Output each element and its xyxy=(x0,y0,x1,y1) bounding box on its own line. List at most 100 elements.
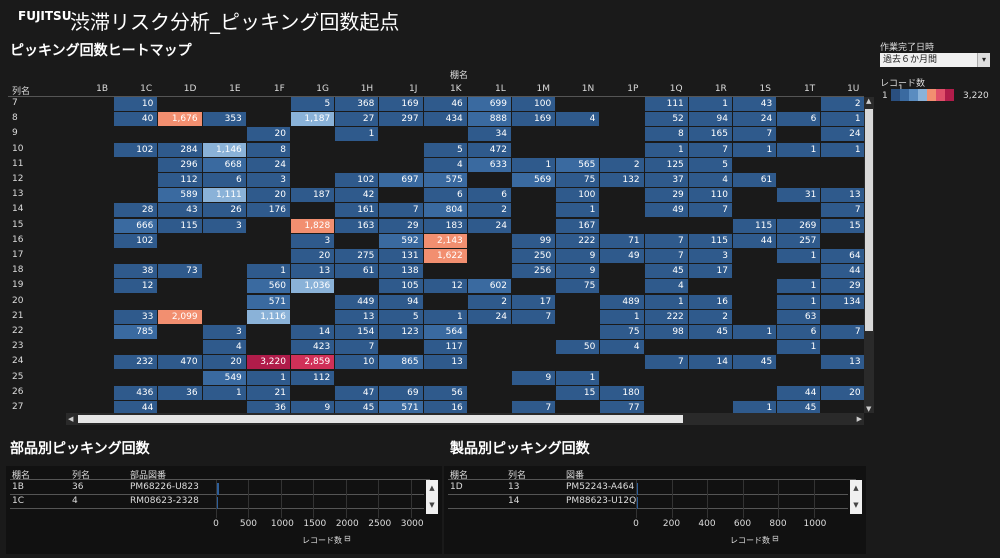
heatmap-cell[interactable]: 20 xyxy=(821,385,864,400)
heatmap-cell[interactable]: 123 xyxy=(379,325,423,339)
heatmap-cell[interactable]: 449 xyxy=(335,294,379,309)
heatmap-cell[interactable]: 1 xyxy=(733,401,777,413)
scroll-down-icon[interactable]: ▼ xyxy=(429,501,435,509)
heatmap-cell[interactable]: 169 xyxy=(379,97,423,111)
heatmap-cell[interactable]: 24 xyxy=(733,112,777,127)
heatmap-cell[interactable]: 1 xyxy=(777,142,821,157)
heatmap-cell[interactable]: 102 xyxy=(114,233,158,248)
column-header-1H[interactable]: 1H xyxy=(360,84,374,94)
heatmap-cell[interactable]: 61 xyxy=(733,173,777,187)
heatmap-cell[interactable]: 222 xyxy=(644,309,688,324)
heatmap-cell[interactable]: 1 xyxy=(821,112,864,127)
heatmap-cell[interactable]: 45 xyxy=(777,401,821,413)
heatmap-cell[interactable]: 222 xyxy=(556,233,600,248)
heatmap-cell[interactable]: 176 xyxy=(246,203,290,218)
column-header-1K[interactable]: 1K xyxy=(449,84,462,94)
heatmap-cell[interactable]: 46 xyxy=(423,97,467,111)
heatmap-cell[interactable]: 6 xyxy=(202,173,246,187)
heatmap-cell[interactable]: 10 xyxy=(114,97,158,111)
column-header-1J[interactable]: 1J xyxy=(409,84,418,94)
heatmap-cell[interactable]: 105 xyxy=(379,279,423,294)
heatmap-cell[interactable]: 549 xyxy=(202,370,246,385)
heatmap-cell[interactable]: 37 xyxy=(644,173,688,187)
heatmap-cell[interactable]: 1,622 xyxy=(423,249,467,263)
heatmap-cell[interactable]: 24 xyxy=(467,218,511,233)
heatmap-cell[interactable]: 666 xyxy=(114,218,158,233)
heatmap-cell[interactable]: 353 xyxy=(202,112,246,127)
heatmap-vertical-scrollbar[interactable]: ▲ ▼ xyxy=(864,97,874,413)
heatmap-cell[interactable]: 1,146 xyxy=(202,142,246,157)
bar-mark[interactable] xyxy=(636,497,638,509)
heatmap-cell[interactable]: 29 xyxy=(821,279,864,294)
heatmap-cell[interactable]: 7 xyxy=(821,203,864,218)
heatmap-cell[interactable]: 24 xyxy=(246,157,290,172)
column-header-1S[interactable]: 1S xyxy=(759,84,771,94)
heatmap-cell[interactable]: 28 xyxy=(114,203,158,218)
bar-mark[interactable] xyxy=(216,497,218,509)
heatmap-cell[interactable]: 699 xyxy=(467,97,511,111)
column-header-1U[interactable]: 1U xyxy=(847,84,860,94)
heatmap-cell[interactable]: 165 xyxy=(688,127,732,142)
heatmap-cell[interactable]: 45 xyxy=(688,325,732,339)
scroll-up-icon[interactable]: ▲ xyxy=(429,484,435,492)
heatmap-cell[interactable]: 5 xyxy=(688,157,732,172)
heatmap-cell[interactable]: 26 xyxy=(202,203,246,218)
heatmap-cell[interactable]: 7 xyxy=(821,325,864,339)
heatmap-cell[interactable]: 7 xyxy=(379,203,423,218)
sort-icon[interactable]: ⊟ xyxy=(772,534,779,543)
heatmap-cell[interactable]: 4 xyxy=(644,279,688,294)
heatmap-cell[interactable]: 1 xyxy=(777,279,821,294)
heatmap-cell[interactable]: 888 xyxy=(467,112,511,127)
heatmap-cell[interactable]: 9 xyxy=(291,401,335,413)
heatmap-cell[interactable]: 633 xyxy=(467,157,511,172)
heatmap-cell[interactable]: 785 xyxy=(114,325,158,339)
heatmap-cell[interactable]: 63 xyxy=(777,309,821,324)
heatmap-cell[interactable]: 6 xyxy=(777,112,821,127)
heatmap-cell[interactable]: 592 xyxy=(379,233,423,248)
parts-scrollbar[interactable]: ▲ ▼ xyxy=(426,480,438,514)
heatmap-cell[interactable]: 31 xyxy=(777,188,821,203)
heatmap-cell[interactable]: 45 xyxy=(644,264,688,279)
heatmap-cell[interactable]: 27 xyxy=(335,112,379,127)
products-scrollbar[interactable]: ▲ ▼ xyxy=(850,480,862,514)
heatmap-cell[interactable]: 865 xyxy=(379,355,423,370)
heatmap-cell[interactable]: 21 xyxy=(246,385,290,400)
heatmap-cell[interactable]: 13 xyxy=(821,188,864,203)
heatmap-cell[interactable]: 154 xyxy=(335,325,379,339)
heatmap-cell[interactable]: 4 xyxy=(202,340,246,355)
heatmap-cell[interactable]: 804 xyxy=(423,203,467,218)
heatmap-cell[interactable]: 1,116 xyxy=(246,309,290,324)
heatmap-cell[interactable]: 44 xyxy=(733,233,777,248)
heatmap-cell[interactable]: 6 xyxy=(777,325,821,339)
heatmap-cell[interactable]: 8 xyxy=(644,127,688,142)
heatmap-cell[interactable]: 3 xyxy=(202,218,246,233)
heatmap-cell[interactable]: 560 xyxy=(246,279,290,294)
heatmap-cell[interactable]: 20 xyxy=(246,188,290,203)
heatmap-cell[interactable]: 697 xyxy=(379,173,423,187)
heatmap-cell[interactable]: 1,036 xyxy=(291,279,335,294)
heatmap-cell[interactable]: 40 xyxy=(114,112,158,127)
heatmap-cell[interactable]: 2,859 xyxy=(291,355,335,370)
heatmap-cell[interactable]: 117 xyxy=(423,340,467,355)
column-header-1T[interactable]: 1T xyxy=(803,84,816,94)
heatmap-cell[interactable]: 1 xyxy=(423,309,467,324)
heatmap-cell[interactable]: 7 xyxy=(688,142,732,157)
heatmap-cell[interactable]: 45 xyxy=(335,401,379,413)
column-header-1Q[interactable]: 1Q xyxy=(669,84,683,94)
heatmap-cell[interactable]: 9 xyxy=(556,264,600,279)
heatmap-cell[interactable]: 69 xyxy=(379,385,423,400)
heatmap-cell[interactable]: 2 xyxy=(688,309,732,324)
heatmap-cell[interactable]: 436 xyxy=(114,385,158,400)
heatmap-cell[interactable]: 1 xyxy=(600,309,644,324)
heatmap-cell[interactable]: 7 xyxy=(335,340,379,355)
heatmap-cell[interactable]: 112 xyxy=(158,173,202,187)
bar-mark[interactable] xyxy=(636,483,638,495)
heatmap-cell[interactable]: 36 xyxy=(246,401,290,413)
heatmap-cell[interactable]: 1 xyxy=(512,157,556,172)
date-filter-select[interactable]: 過去６か月間 ▾ xyxy=(880,53,990,67)
heatmap-cell[interactable]: 232 xyxy=(114,355,158,370)
heatmap-cell[interactable]: 14 xyxy=(688,355,732,370)
heatmap-cell[interactable]: 275 xyxy=(335,249,379,263)
heatmap-cell[interactable]: 131 xyxy=(379,249,423,263)
heatmap-cell[interactable]: 183 xyxy=(423,218,467,233)
